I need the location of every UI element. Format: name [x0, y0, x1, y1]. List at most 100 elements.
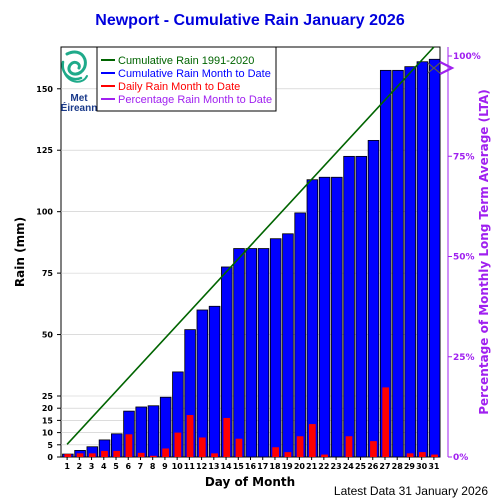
x-tick-label: 15	[233, 462, 245, 471]
daily-bar	[162, 448, 169, 457]
right-tick-label: 100%	[453, 52, 481, 62]
right-tick-label: 50%	[453, 253, 475, 263]
daily-bar	[431, 454, 438, 457]
y-tick-label: 20	[42, 404, 54, 413]
cumulative-bar	[269, 238, 282, 458]
x-tick-label: 4	[101, 462, 107, 471]
right-tick-label: 75%	[453, 152, 475, 162]
lta-line	[66, 46, 435, 445]
x-tick-label: 19	[282, 462, 294, 471]
x-tick-label: 20	[294, 462, 306, 471]
percentage-marker-group	[427, 61, 455, 75]
cumulative-bar	[233, 248, 245, 458]
daily-bar	[113, 450, 121, 457]
x-tick-label: 27	[379, 462, 390, 471]
cumulative-bar	[147, 405, 160, 458]
daily-bar	[223, 417, 231, 457]
cumulative-bar	[257, 248, 270, 458]
legend-label-lta: Cumulative Rain 1991-2020	[118, 55, 254, 67]
right-axis-label: Percentage of Monthly Long Term Average …	[477, 89, 491, 415]
cumulative-bar	[306, 179, 319, 458]
x-tick-label: 8	[150, 462, 156, 471]
cumulative-bar	[343, 155, 355, 458]
legend-label-daily: Daily Rain Month to Date	[118, 81, 240, 93]
daily-bar	[235, 438, 243, 457]
daily-bar	[211, 453, 218, 457]
daily-bar	[370, 441, 377, 457]
cumulative-bar	[282, 233, 294, 458]
daily-bar	[64, 454, 72, 457]
daily-bar	[406, 453, 414, 457]
daily-bars	[64, 387, 438, 457]
cumulative-bar	[294, 212, 306, 458]
cumulative-bar	[428, 58, 441, 458]
daily-bar	[186, 415, 194, 457]
cumulative-bar	[416, 61, 429, 458]
y-tick-label: 15	[42, 416, 54, 425]
x-tick-label: 24	[343, 462, 355, 471]
y-tick-label: 5	[47, 441, 53, 450]
daily-bar	[284, 452, 292, 457]
cumulative-bar	[392, 69, 404, 458]
cumulative-bar	[159, 396, 172, 458]
daily-bar	[150, 455, 157, 457]
x-tick-label: 14	[220, 462, 232, 471]
x-tick-label: 11	[184, 462, 196, 471]
y-axis-label: Rain (mm)	[13, 217, 27, 287]
daily-bar	[418, 452, 426, 457]
right-tick-label: 25%	[453, 353, 475, 363]
logo-text-line1: Met	[70, 93, 88, 104]
legend-label-cumulative: Cumulative Rain Month to Date	[118, 68, 271, 80]
daily-bar	[296, 436, 304, 457]
x-tick-label: 30	[416, 462, 428, 471]
daily-bar	[321, 454, 328, 457]
left-axis-ticks: 0 5 10 15 20 25 50 75 100 125 150	[36, 85, 61, 462]
x-tick-label: 16	[245, 462, 257, 471]
right-axis-ticks: 0% 25% 50% 75% 100%	[448, 52, 481, 463]
cumulative-bars	[62, 58, 441, 458]
x-tick-label: 6	[125, 462, 131, 471]
cumulative-bar	[404, 66, 416, 458]
cumulative-bar	[208, 305, 221, 458]
x-tick-label: 26	[367, 462, 379, 471]
cumulative-bar	[318, 176, 331, 458]
x-tick-label: 17	[257, 462, 268, 471]
cumulative-bar	[355, 155, 368, 458]
percentage-cross	[427, 62, 441, 74]
x-tick-label: 28	[392, 462, 404, 471]
x-tick-label: 9	[162, 462, 168, 471]
x-tick-label: 23	[331, 462, 342, 471]
daily-bar	[174, 432, 182, 457]
x-tick-label: 29	[404, 462, 416, 471]
daily-bar	[382, 387, 390, 457]
right-tick-label: 0%	[453, 453, 468, 463]
x-tick-label: 22	[318, 462, 329, 471]
y-tick-label: 100	[36, 208, 53, 217]
latest-data-footer: Latest Data 31 January 2026	[334, 484, 488, 498]
y-tick-label: 50	[42, 331, 54, 340]
x-tick-label: 3	[89, 462, 95, 471]
lta-line-group	[66, 46, 435, 445]
daily-bar	[272, 447, 280, 457]
cumulative-bar	[367, 139, 380, 458]
x-tick-label: 2	[77, 462, 83, 471]
daily-bar	[76, 453, 84, 457]
y-tick-label: 0	[47, 453, 53, 462]
percentage-arrow	[439, 61, 455, 75]
y-tick-label: 75	[42, 269, 54, 278]
x-tick-label: 21	[306, 462, 318, 471]
x-tick-label: 18	[269, 462, 281, 471]
met-eireann-logo: Met Éireann	[61, 50, 98, 114]
legend-label-percentage: Percentage Rain Month to Date	[118, 94, 272, 106]
logo-text-line2: Éireann	[61, 101, 98, 114]
y-tick-label: 25	[42, 392, 54, 401]
daily-bar	[88, 453, 96, 457]
x-tick-label: 7	[138, 462, 144, 471]
x-tick-label: 31	[428, 462, 440, 471]
x-tick-label: 12	[196, 462, 207, 471]
daily-bar	[125, 434, 133, 457]
legend: Cumulative Rain 1991-2020 Cumulative Rai…	[96, 46, 277, 112]
daily-bar	[308, 424, 316, 457]
daily-bar	[345, 436, 353, 457]
